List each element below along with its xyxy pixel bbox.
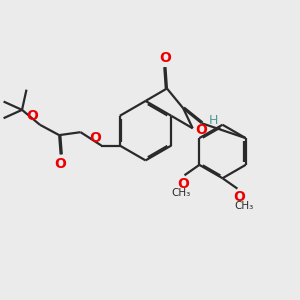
Text: O: O (26, 109, 38, 123)
Text: O: O (233, 190, 245, 204)
Text: CH₃: CH₃ (171, 188, 190, 198)
Text: O: O (160, 51, 171, 65)
Text: O: O (89, 131, 101, 145)
Text: O: O (177, 177, 189, 191)
Text: O: O (195, 123, 207, 137)
Text: CH₃: CH₃ (234, 201, 254, 211)
Text: O: O (55, 158, 67, 171)
Text: H: H (208, 114, 218, 127)
